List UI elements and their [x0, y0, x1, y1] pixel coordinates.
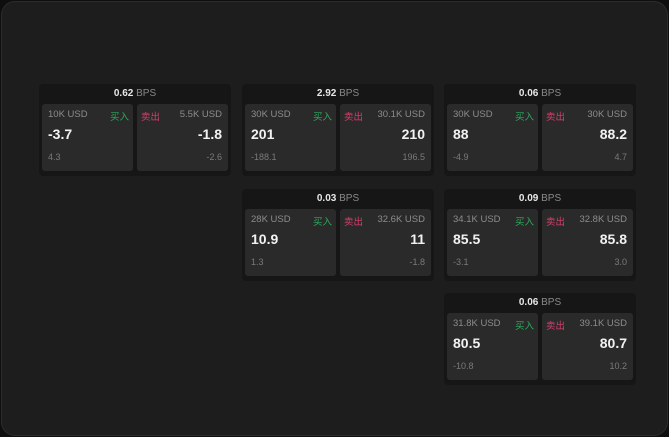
spread-value: 0.09 [518, 193, 539, 204]
spread-header: 0.06 BPS [444, 84, 636, 104]
buy-change: -3.1 [453, 257, 469, 267]
buy-size: 10K USD [48, 109, 88, 120]
spread-unit: BPS [136, 88, 157, 99]
quote-card: 0.09 BPS 34.1K USD 买入 85.5 -3.1 卖出 32.8K… [444, 189, 636, 281]
spread-header: 0.62 BPS [39, 84, 231, 104]
buy-change: 4.3 [48, 152, 61, 162]
buy-size: 30K USD [453, 109, 493, 120]
buy-change: -188.1 [251, 152, 277, 162]
sell-label: 卖出 [546, 217, 566, 228]
buy-label: 买入 [514, 217, 534, 228]
sell-change: 196.5 [402, 152, 425, 162]
sell-label: 卖出 [546, 112, 566, 123]
spread-unit: BPS [541, 88, 562, 99]
spread-unit: BPS [339, 193, 360, 204]
sell-size: 32.8K USD [579, 214, 627, 225]
spread-value: 2.92 [316, 88, 337, 99]
sell-label: 卖出 [344, 112, 364, 123]
spread-unit: BPS [541, 297, 562, 308]
spread-unit: BPS [541, 193, 562, 204]
buy-button[interactable]: 31.8K USD 买入 80.5 -10.8 [447, 313, 538, 380]
sell-size: 39.1K USD [579, 318, 627, 329]
buy-button[interactable]: 30K USD 买入 88 -4.9 [447, 104, 538, 171]
buy-size: 30K USD [251, 109, 291, 120]
sell-size: 5.5K USD [179, 109, 222, 120]
sell-change: -1.8 [409, 257, 425, 267]
sell-change: -2.6 [206, 152, 222, 162]
sell-price: 11 [410, 231, 425, 247]
sell-price: 88.2 [599, 126, 627, 142]
sell-size: 30.1K USD [377, 109, 425, 120]
sell-price: 85.8 [599, 231, 627, 247]
spread-unit: BPS [339, 88, 360, 99]
buy-button[interactable]: 34.1K USD 买入 85.5 -3.1 [447, 209, 538, 276]
sell-button[interactable]: 卖出 30.1K USD 210 196.5 [340, 104, 431, 171]
sell-button[interactable]: 卖出 5.5K USD -1.8 -2.6 [137, 104, 228, 171]
sell-label: 卖出 [546, 321, 566, 332]
buy-label: 买入 [312, 217, 332, 228]
buy-label: 买入 [514, 112, 534, 123]
spread-header: 2.92 BPS [242, 84, 434, 104]
spread-value: 0.03 [316, 193, 337, 204]
sell-price: -1.8 [197, 126, 222, 142]
sell-price: 80.7 [599, 335, 627, 351]
sell-size: 30K USD [587, 109, 627, 120]
quote-card: 0.06 BPS 30K USD 买入 88 -4.9 卖出 30K USD 8… [444, 84, 636, 176]
quote-card: 0.06 BPS 31.8K USD 买入 80.5 -10.8 卖出 39.1… [444, 293, 636, 385]
buy-price: -3.7 [48, 126, 73, 142]
spread-value: 0.06 [518, 297, 539, 308]
buy-label: 买入 [109, 112, 129, 123]
buy-label: 买入 [312, 112, 332, 123]
spread-value: 0.62 [113, 88, 134, 99]
buy-button[interactable]: 30K USD 买入 201 -188.1 [245, 104, 336, 171]
spread-value: 0.06 [518, 88, 539, 99]
sell-change: 4.7 [614, 152, 627, 162]
spread-header: 0.03 BPS [242, 189, 434, 209]
buy-label: 买入 [514, 321, 534, 332]
sell-label: 卖出 [344, 217, 364, 228]
sell-change: 3.0 [614, 257, 627, 267]
sell-button[interactable]: 卖出 32.6K USD 11 -1.8 [340, 209, 431, 276]
quote-card: 0.62 BPS 10K USD 买入 -3.7 4.3 卖出 5.5K USD… [39, 84, 231, 176]
sell-button[interactable]: 卖出 39.1K USD 80.7 10.2 [542, 313, 633, 380]
buy-price: 85.5 [453, 231, 481, 247]
buy-button[interactable]: 28K USD 买入 10.9 1.3 [245, 209, 336, 276]
sell-button[interactable]: 卖出 30K USD 88.2 4.7 [542, 104, 633, 171]
buy-change: -4.9 [453, 152, 469, 162]
spread-header: 0.09 BPS [444, 189, 636, 209]
buy-size: 34.1K USD [453, 214, 501, 225]
sell-change: 10.2 [609, 361, 627, 371]
sell-label: 卖出 [141, 112, 161, 123]
sell-price: 210 [401, 126, 425, 142]
buy-size: 31.8K USD [453, 318, 501, 329]
buy-price: 10.9 [251, 231, 279, 247]
quote-card: 2.92 BPS 30K USD 买入 201 -188.1 卖出 30.1K … [242, 84, 434, 176]
sell-button[interactable]: 卖出 32.8K USD 85.8 3.0 [542, 209, 633, 276]
sell-size: 32.6K USD [377, 214, 425, 225]
quote-card: 0.03 BPS 28K USD 买入 10.9 1.3 卖出 32.6K US… [242, 189, 434, 281]
buy-size: 28K USD [251, 214, 291, 225]
buy-price: 201 [251, 126, 275, 142]
buy-change: 1.3 [251, 257, 264, 267]
buy-change: -10.8 [453, 361, 474, 371]
buy-price: 80.5 [453, 335, 481, 351]
buy-price: 88 [453, 126, 469, 142]
buy-button[interactable]: 10K USD 买入 -3.7 4.3 [42, 104, 133, 171]
spread-header: 0.06 BPS [444, 293, 636, 313]
